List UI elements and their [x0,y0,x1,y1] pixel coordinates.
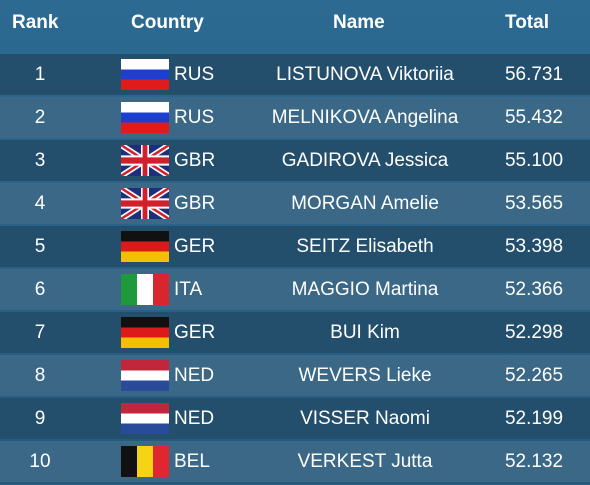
row-name: SEITZ Elisabeth [296,236,434,257]
row-total: 53.398 [504,236,564,257]
row-total: 52.298 [504,322,564,343]
netherlands-flag-icon [121,403,169,434]
italy-flag-icon [121,274,169,305]
row-rank: 9 [34,408,46,429]
row-total: 52.265 [504,365,564,386]
russia-flag-icon [121,59,169,90]
row-name: MORGAN Amelie [291,193,439,214]
header-total: Total [505,12,549,33]
row-rank: 10 [29,451,51,472]
row-country-code: NED [174,408,215,429]
row-name: WEVERS Lieke [298,365,432,386]
header-name: Name [333,12,385,33]
row-country-code: GBR [174,150,216,171]
table-row: 7 GER BUI Kim 52.298 [0,312,590,353]
row-rank: 1 [34,64,46,85]
table-row: 2 RUS MELNIKOVA Angelina 55.432 [0,97,590,138]
row-name: BUI Kim [330,322,400,343]
table-row: 8 NED WEVERS Lieke 52.265 [0,355,590,396]
row-rank: 4 [34,193,46,214]
header-country: Country [131,12,204,33]
row-total: 52.132 [504,451,564,472]
row-total: 53.565 [504,193,564,214]
row-rank: 8 [34,365,46,386]
row-rank: 3 [34,150,46,171]
row-name: MELNIKOVA Angelina [271,107,459,128]
table-row: 6 ITA MAGGIO Martina 52.366 [0,269,590,310]
row-total: 55.100 [504,150,564,171]
row-total: 55.432 [504,107,564,128]
row-total: 52.199 [504,408,564,429]
header-rank: Rank [12,12,59,33]
table-header: Rank Country Name Total [0,0,590,52]
germany-flag-icon [121,317,169,348]
row-rank: 6 [34,279,46,300]
row-country-code: GBR [174,193,216,214]
row-name: GADIROVA Jessica [281,150,449,171]
row-name: LISTUNOVA Viktoriia [276,64,454,85]
row-name: VERKEST Jutta [297,451,433,472]
germany-flag-icon [121,231,169,262]
row-country-code: RUS [174,107,215,128]
row-total: 52.366 [504,279,564,300]
table-row: 3 GBR GADIROVA Jessica 55.100 [0,140,590,181]
row-rank: 2 [34,107,46,128]
table-row: 9 NED VISSER Naomi 52.199 [0,398,590,439]
row-country-code: BEL [174,451,210,472]
russia-flag-icon [121,102,169,133]
row-rank: 7 [34,322,46,343]
uk-flag-icon [121,145,169,176]
row-name: VISSER Naomi [300,408,430,429]
row-rank: 5 [34,236,46,257]
belgium-flag-icon [121,446,169,477]
row-country-code: ITA [174,279,203,300]
table-row: 5 GER SEITZ Elisabeth 53.398 [0,226,590,267]
table-row: 10 BEL VERKEST Jutta 52.132 [0,441,590,482]
netherlands-flag-icon [121,360,169,391]
row-country-code: RUS [174,64,215,85]
uk-flag-icon [121,188,169,219]
row-name: MAGGIO Martina [291,279,439,300]
row-country-code: NED [174,365,215,386]
row-country-code: GER [174,322,216,343]
row-total: 56.731 [504,64,564,85]
row-country-code: GER [174,236,216,257]
table-row: 1 RUS LISTUNOVA Viktoriia 56.731 [0,54,590,95]
table-row: 4 GBR MORGAN Amelie 53.565 [0,183,590,224]
